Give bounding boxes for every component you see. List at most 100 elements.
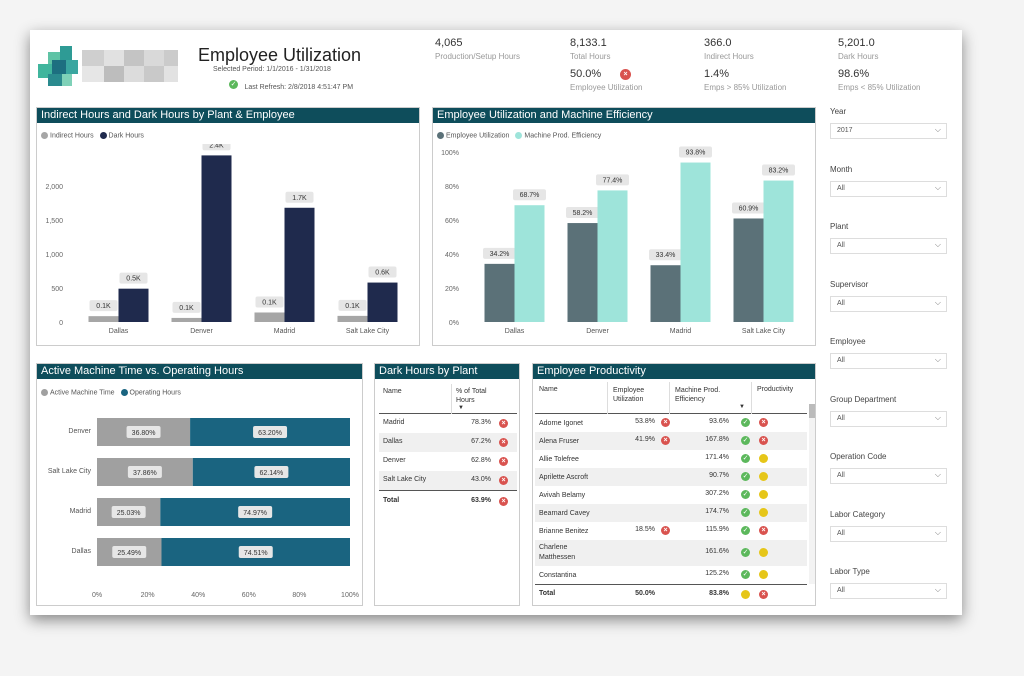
productivity-table: Name Employee Utilization Machine Prod. … — [535, 382, 807, 602]
column-header-name[interactable]: Name — [539, 386, 558, 393]
total-efficiency: 83.8% — [709, 590, 729, 597]
table-row[interactable]: Alena Fruser 41.9% × 167.8% ✓ × — [535, 432, 807, 450]
error-icon: × — [499, 419, 508, 428]
filter-dropdown[interactable]: All ⌵ — [830, 295, 947, 312]
data-label: 33.4% — [656, 252, 676, 259]
data-label: 62.14% — [260, 470, 284, 477]
column-header-utilization[interactable]: Employee Utilization — [607, 382, 669, 414]
legend-swatch — [41, 132, 48, 139]
filter-value: All — [837, 472, 845, 479]
data-label: 83.2% — [769, 168, 789, 175]
filter-dropdown[interactable]: All ⌵ — [830, 410, 947, 427]
table-row[interactable]: Brianne Benitez 18.5% × 115.9% ✓ × — [535, 522, 807, 540]
column-header-name[interactable]: Name — [383, 388, 402, 395]
bar — [88, 316, 119, 322]
row-name: Adorne Igonet — [539, 420, 583, 427]
table-row[interactable]: Constantina 125.2% ✓ — [535, 566, 807, 584]
table-row[interactable]: Aprilette Ascroft 90.7% ✓ — [535, 468, 807, 486]
row-efficiency: 161.6% — [705, 548, 729, 555]
total-utilization: 50.0% — [635, 590, 655, 597]
kpi-utilization-value: 50.0% — [570, 68, 602, 80]
filter-dropdown[interactable]: All ⌵ — [830, 525, 947, 542]
ok-icon: ✓ — [741, 418, 750, 427]
column-header-pct[interactable]: % of Total Hours — [451, 384, 496, 414]
data-label: 77.4% — [603, 177, 623, 184]
row-utilization: 41.9% — [635, 436, 655, 443]
filter-value: All — [837, 242, 845, 249]
data-label: 25.03% — [117, 510, 141, 517]
row-utilization: 18.5% — [635, 526, 655, 533]
error-icon: × — [499, 438, 508, 447]
table-row[interactable]: Salt Lake City 43.0% × — [379, 471, 517, 490]
table-header: Name Employee Utilization Machine Prod. … — [535, 382, 807, 414]
check-icon: ✓ — [229, 80, 238, 90]
table-row[interactable]: Madrid 78.3% × — [379, 414, 517, 433]
indirect-dark-hours-chart: 0 500 1,000 1,500 2,000 Dallas 0.1K 0.5K Denver 0… — [45, 144, 398, 335]
table-scrollbar[interactable] — [809, 404, 815, 584]
chevron-down-icon: ⌵ — [934, 125, 941, 134]
table-row[interactable]: Bearnard Cavey 174.7% ✓ — [535, 504, 807, 522]
data-label-bg — [566, 207, 599, 219]
filter-value: All — [837, 299, 845, 307]
data-label: 36.80% — [132, 430, 156, 437]
filter-label: Plant — [830, 222, 849, 231]
chevron-down-icon: ⌵ — [934, 527, 941, 537]
legend-swatch — [120, 389, 128, 396]
row-name: Salt Lake City — [383, 476, 427, 483]
table-row[interactable]: Adorne Igonet 53.8% × 93.6% ✓ × — [535, 414, 807, 432]
filter-label: Labor Type — [830, 567, 870, 576]
filter-value: All — [837, 529, 845, 537]
warning-icon — [759, 548, 768, 557]
panel-title: Indirect Hours and Dark Hours by Plant &… — [37, 108, 419, 123]
column-header-productivity[interactable]: Productivity — [751, 382, 807, 414]
y-tick-label: 100% — [441, 150, 459, 157]
row-name: Aprilette Ascroft — [539, 474, 589, 481]
table-row[interactable]: Dallas 67.2% × — [379, 433, 517, 452]
filter-dropdown[interactable]: All ⌵ — [830, 238, 947, 254]
table-row[interactable]: Avivah Belamy 307.2% ✓ — [535, 486, 807, 504]
data-label-bg — [119, 272, 148, 284]
utilization-efficiency-panel: Employee Utilization and Machine Efficie… — [432, 107, 816, 346]
table-row[interactable]: Denver 62.8% × — [379, 452, 517, 471]
chart-legend: Active Machine Time Operating Hours — [41, 389, 181, 396]
filter-dropdown[interactable]: All ⌵ — [830, 583, 947, 599]
sort-desc-icon[interactable]: ▼ — [458, 405, 464, 411]
data-label: 0.6K — [375, 270, 390, 277]
kpi-above85-value: 1.4% — [704, 68, 730, 80]
filter-dropdown[interactable]: All ⌵ — [830, 180, 947, 197]
data-label: 0.5K — [126, 276, 141, 283]
filter-dropdown[interactable]: 2017 ⌵ — [830, 123, 947, 139]
table-row[interactable]: Charlene Matthessen 161.6% ✓ — [535, 540, 807, 566]
total-label: Total — [539, 590, 556, 597]
row-efficiency: 171.4% — [705, 454, 729, 461]
row-efficiency: 307.2% — [705, 490, 729, 497]
kpi-production-hours-value: 4,065 — [435, 37, 463, 49]
column-header-efficiency[interactable]: Machine Prod. Efficiency — [669, 382, 735, 414]
filter-dropdown[interactable]: All ⌵ — [830, 468, 947, 484]
data-label-bg — [127, 466, 162, 478]
y-tick-label: Salt Lake City — [48, 468, 92, 475]
error-icon: × — [759, 436, 768, 445]
scrollbar-thumb[interactable] — [809, 404, 815, 418]
legend-item: Indirect Hours — [50, 132, 94, 140]
filter-value: All — [837, 357, 845, 364]
warning-icon — [759, 454, 768, 463]
row-efficiency: 93.6% — [709, 418, 729, 425]
bar — [337, 315, 368, 322]
y-tick-label: 60% — [445, 218, 459, 225]
table-row[interactable]: Allie Tolefree 171.4% ✓ — [535, 450, 807, 468]
dark-hours-by-plant-panel: Dark Hours by Plant Name % of Total Hour… — [374, 363, 520, 606]
warning-icon — [759, 570, 768, 579]
bar — [680, 162, 711, 322]
ok-icon: ✓ — [741, 526, 750, 535]
data-label-bg — [238, 506, 273, 518]
filter-dropdown[interactable]: All ⌵ — [830, 353, 947, 369]
x-tick-label: 20% — [141, 592, 155, 599]
data-label: 58.2% — [573, 210, 593, 217]
data-label: 37.86% — [133, 470, 157, 477]
sort-desc-icon[interactable]: ▼ — [739, 404, 745, 410]
data-label-bg — [238, 546, 273, 558]
bar — [733, 218, 764, 322]
data-label-bg — [596, 174, 629, 186]
row-name: Charlene Matthessen — [539, 544, 576, 561]
